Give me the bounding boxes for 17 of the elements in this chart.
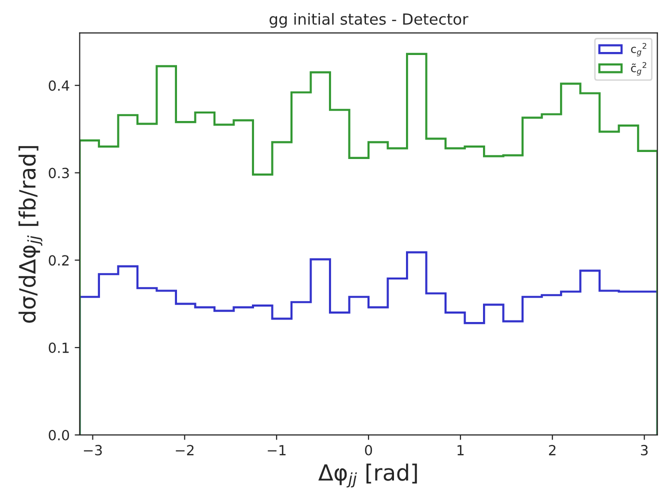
chart-title: gg initial states - Detector xyxy=(270,13,468,28)
y-axis-title: dσ/dΔφ$_{jj}$ [fb/rad] xyxy=(18,146,42,323)
legend-label: c̃$_{g}$$^{2}$ xyxy=(631,62,646,76)
x-tick-label: −2 xyxy=(176,444,194,456)
y-tick-label: 0.4 xyxy=(48,80,70,91)
y-tick-label: 0.1 xyxy=(48,342,69,354)
x-tick-label: 1 xyxy=(458,445,464,456)
x-tick-label: 3 xyxy=(640,444,648,456)
x-tick-label: 0 xyxy=(365,444,372,456)
x-tick-label: −1 xyxy=(268,445,286,456)
y-tick-label: 0.0 xyxy=(48,430,70,440)
x-tick-label: −3 xyxy=(84,444,102,456)
y-tick-label: 0.3 xyxy=(48,168,69,178)
y-tick-label: 0.2 xyxy=(48,255,69,266)
x-tick-label: 2 xyxy=(549,444,556,456)
x-axis-title: Δφ$_{jj}$ [rad] xyxy=(318,464,417,488)
legend-label: c$_{g}$$^{2}$ xyxy=(631,42,646,56)
